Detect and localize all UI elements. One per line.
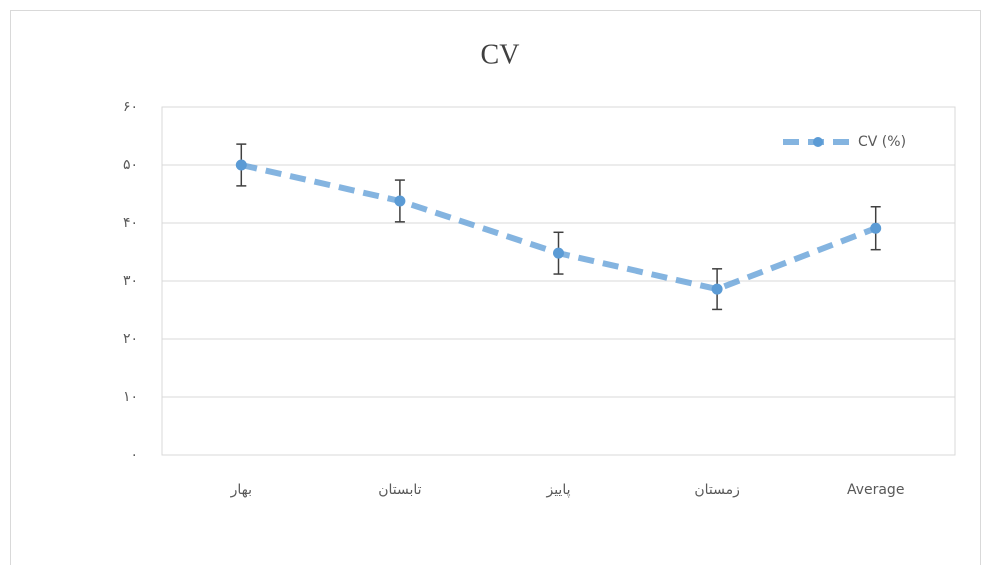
y-tick-label: ۰	[130, 447, 138, 463]
chart-frame	[10, 10, 981, 565]
y-tick-label: ۶۰	[123, 99, 138, 115]
legend-label: CV (%)	[858, 134, 906, 150]
y-tick-label: ۳۰	[123, 273, 138, 289]
legend-marker	[813, 137, 823, 147]
y-tick-label: ۵۰	[123, 157, 138, 173]
y-tick-label: ۱۰	[123, 389, 138, 405]
marker	[711, 283, 723, 295]
x-tick-label: تابستان	[378, 482, 421, 498]
marker	[870, 222, 882, 234]
marker	[553, 247, 564, 259]
x-tick-label: زمستان	[694, 482, 740, 498]
x-tick-label: بهار	[230, 482, 252, 498]
chart-title: CV	[481, 39, 520, 70]
y-tick-label: ۲۰	[123, 331, 138, 347]
x-tick-label: پاییز	[545, 482, 570, 498]
marker	[394, 195, 406, 207]
x-tick-label: Average	[847, 482, 905, 498]
y-tick-label: ۴۰	[123, 215, 138, 231]
marker	[235, 159, 247, 171]
